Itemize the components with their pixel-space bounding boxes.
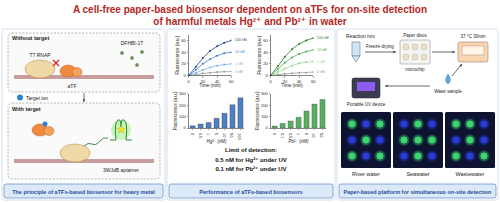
svg-text:Fluorescence (a.u.): Fluorescence (a.u.) (255, 91, 260, 130)
svg-text:100: 100 (237, 133, 242, 140)
svg-text:20: 20 (201, 79, 206, 84)
svg-text:Limit of detection:: Limit of detection: (225, 147, 277, 153)
svg-text:Reaction mix: Reaction mix (346, 33, 375, 39)
svg-text:300: 300 (179, 91, 186, 96)
svg-text:40: 40 (181, 50, 186, 55)
svg-text:1 nM: 1 nM (317, 60, 325, 64)
svg-text:Paper-based platform for simul: Paper-based platform for simultaneous on… (344, 189, 493, 195)
svg-text:10 nM: 10 nM (317, 48, 327, 52)
svg-text:300: 300 (261, 91, 268, 96)
svg-text:60: 60 (311, 79, 316, 84)
svg-text:With target: With target (12, 106, 41, 112)
svg-text:1: 1 (206, 133, 211, 136)
svg-text:5: 5 (214, 133, 219, 136)
svg-text:0: 0 (266, 125, 269, 130)
svg-text:The principle of aTFs-based bi: The principle of aTFs-based biosensor fo… (12, 189, 155, 195)
svg-text:60: 60 (181, 38, 186, 43)
svg-text:0: 0 (188, 79, 191, 84)
svg-text:T7 RNAP: T7 RNAP (29, 52, 51, 58)
svg-text:50: 50 (229, 133, 234, 138)
svg-text:60: 60 (229, 79, 234, 84)
svg-text:DFHBI-1T: DFHBI-1T (121, 40, 144, 46)
svg-text:microchip: microchip (405, 67, 425, 72)
svg-text:10 nM: 10 nM (235, 50, 245, 54)
svg-text:Wastewater: Wastewater (456, 171, 485, 177)
svg-text:0.5: 0.5 (198, 133, 203, 139)
svg-text:0.1: 0.1 (280, 133, 285, 139)
svg-text:37 °C 30min: 37 °C 30min (461, 34, 486, 39)
svg-text:0: 0 (270, 79, 273, 84)
svg-text:Fluorescence (a.u.): Fluorescence (a.u.) (257, 35, 262, 74)
svg-text:Paper discs: Paper discs (403, 33, 427, 38)
svg-text:Freeze-drying: Freeze-drying (366, 44, 394, 49)
svg-text:60: 60 (263, 38, 268, 43)
svg-text:aTF: aTF (68, 83, 77, 89)
svg-text:Fluorescence (a.u.): Fluorescence (a.u.) (173, 91, 178, 130)
svg-text:0.1 nM for Pb²⁺ under UV: 0.1 nM for Pb²⁺ under UV (215, 166, 286, 172)
svg-text:20: 20 (263, 61, 268, 66)
svg-text:40: 40 (297, 79, 302, 84)
svg-text:10: 10 (222, 133, 227, 138)
svg-text:0.5 nM for Hg²⁺ under UV: 0.5 nM for Hg²⁺ under UV (215, 157, 287, 163)
svg-text:Water sample: Water sample (434, 89, 462, 94)
svg-text:of harmful metals Hg²⁺ and Pb²: of harmful metals Hg²⁺ and Pb²⁺ in water (153, 16, 346, 27)
svg-text:0.5: 0.5 (288, 133, 293, 139)
svg-text:Hg²⁺ (nM): Hg²⁺ (nM) (206, 139, 227, 144)
svg-text:Pb²⁺ (nM): Pb²⁺ (nM) (289, 139, 309, 144)
svg-text:100: 100 (261, 114, 268, 119)
svg-text:0: 0 (272, 133, 277, 136)
svg-text:0: 0 (184, 125, 187, 130)
svg-text:River water: River water (352, 171, 380, 177)
svg-text:Portable UV device: Portable UV device (347, 102, 386, 107)
svg-text:200: 200 (179, 103, 186, 108)
svg-text:40: 40 (263, 50, 268, 55)
svg-text:100 nM: 100 nM (317, 36, 329, 40)
svg-text:0: 0 (266, 73, 269, 78)
svg-text:3WJdB aptamer: 3WJdB aptamer (103, 167, 139, 173)
svg-text:0: 0 (190, 133, 195, 136)
svg-text:5: 5 (304, 133, 309, 136)
svg-text:0 nM: 0 nM (235, 70, 243, 74)
svg-text:10: 10 (311, 133, 316, 138)
svg-text:Performance of aTFs-based bios: Performance of aTFs-based biosensors (199, 189, 302, 195)
svg-text:20: 20 (283, 79, 288, 84)
svg-text:50: 50 (319, 133, 324, 138)
svg-text:1: 1 (296, 133, 301, 136)
svg-text:Time (min): Time (min) (199, 84, 221, 89)
svg-text:Seawater: Seawater (406, 171, 429, 177)
svg-text:0: 0 (184, 73, 187, 78)
svg-text:100 nM: 100 nM (235, 38, 247, 42)
svg-text:200: 200 (261, 103, 268, 108)
svg-text:Without target: Without target (12, 35, 49, 41)
svg-text:Time (min): Time (min) (281, 84, 303, 89)
svg-text:40: 40 (215, 79, 220, 84)
svg-text:20: 20 (181, 61, 186, 66)
svg-text:Fluorescence (a.u.): Fluorescence (a.u.) (175, 35, 180, 74)
svg-text:A cell-free paper-based biosen: A cell-free paper-based biosensor depend… (73, 4, 427, 15)
svg-text:100: 100 (179, 114, 186, 119)
svg-text:1 nM: 1 nM (235, 62, 243, 66)
svg-text:0 nM: 0 nM (317, 70, 325, 74)
svg-text:Target ion: Target ion (26, 95, 48, 101)
